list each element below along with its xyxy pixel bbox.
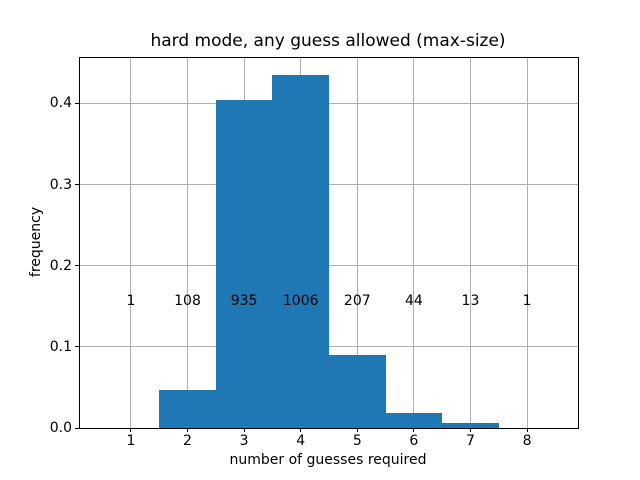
count-label: 108 <box>174 293 201 310</box>
grid-line-horizontal <box>80 346 578 348</box>
x-tick-label: 6 <box>409 433 419 449</box>
y-tick <box>75 102 79 104</box>
grid-line-horizontal <box>80 184 578 186</box>
grid-line-horizontal <box>80 265 578 267</box>
y-tick <box>75 184 79 186</box>
x-tick <box>187 428 189 432</box>
x-tick-label: 5 <box>352 433 362 449</box>
x-axis-label: number of guesses required <box>229 452 427 468</box>
grid-line-vertical <box>469 58 471 428</box>
histogram-bar <box>159 390 216 428</box>
histogram-bar <box>215 100 273 428</box>
x-tick-label: 4 <box>296 433 306 449</box>
y-tick-label: 0.1 <box>49 338 72 355</box>
y-tick <box>75 265 79 267</box>
y-tick-label: 0.3 <box>49 176 72 193</box>
y-tick <box>75 346 79 348</box>
y-tick-label: 0.4 <box>49 95 72 112</box>
plot-area: 1 108 935 1006 207 44 13 1 <box>79 57 579 429</box>
grid-line-horizontal <box>80 102 578 104</box>
x-tick <box>356 428 358 432</box>
x-tick-label: 7 <box>466 433 475 449</box>
y-tick-label: 0.2 <box>49 257 72 274</box>
count-label: 207 <box>343 293 371 310</box>
grid-line-vertical <box>130 58 132 428</box>
grid-line-vertical <box>526 58 528 428</box>
grid-line-vertical <box>187 58 189 428</box>
count-label: 935 <box>230 293 258 310</box>
count-label: 44 <box>404 293 423 310</box>
x-tick-label: 1 <box>126 433 136 449</box>
x-tick <box>130 428 132 432</box>
count-label: 13 <box>461 293 480 310</box>
count-label: 1 <box>126 293 136 310</box>
x-tick-label: 2 <box>183 433 192 449</box>
x-tick <box>469 428 471 432</box>
y-tick-label: 0.0 <box>49 420 72 436</box>
x-tick <box>413 428 415 432</box>
chart-title: hard mode, any guess allowed (max-size) <box>150 31 506 51</box>
histogram-bar <box>329 355 386 428</box>
count-label: 1 <box>522 293 532 310</box>
histogram-bar <box>442 423 499 428</box>
histogram-bar <box>272 75 329 428</box>
x-tick-label: 3 <box>239 433 249 449</box>
x-tick <box>526 428 528 432</box>
x-tick-label: 8 <box>522 433 532 449</box>
y-axis-label: frequency <box>28 206 44 278</box>
grid-line-vertical <box>413 58 415 428</box>
grid-line-vertical <box>356 58 358 428</box>
count-label: 1006 <box>282 293 319 310</box>
histogram-bar <box>385 412 443 428</box>
x-tick <box>300 428 302 432</box>
x-tick <box>243 428 245 432</box>
y-tick <box>75 427 79 429</box>
